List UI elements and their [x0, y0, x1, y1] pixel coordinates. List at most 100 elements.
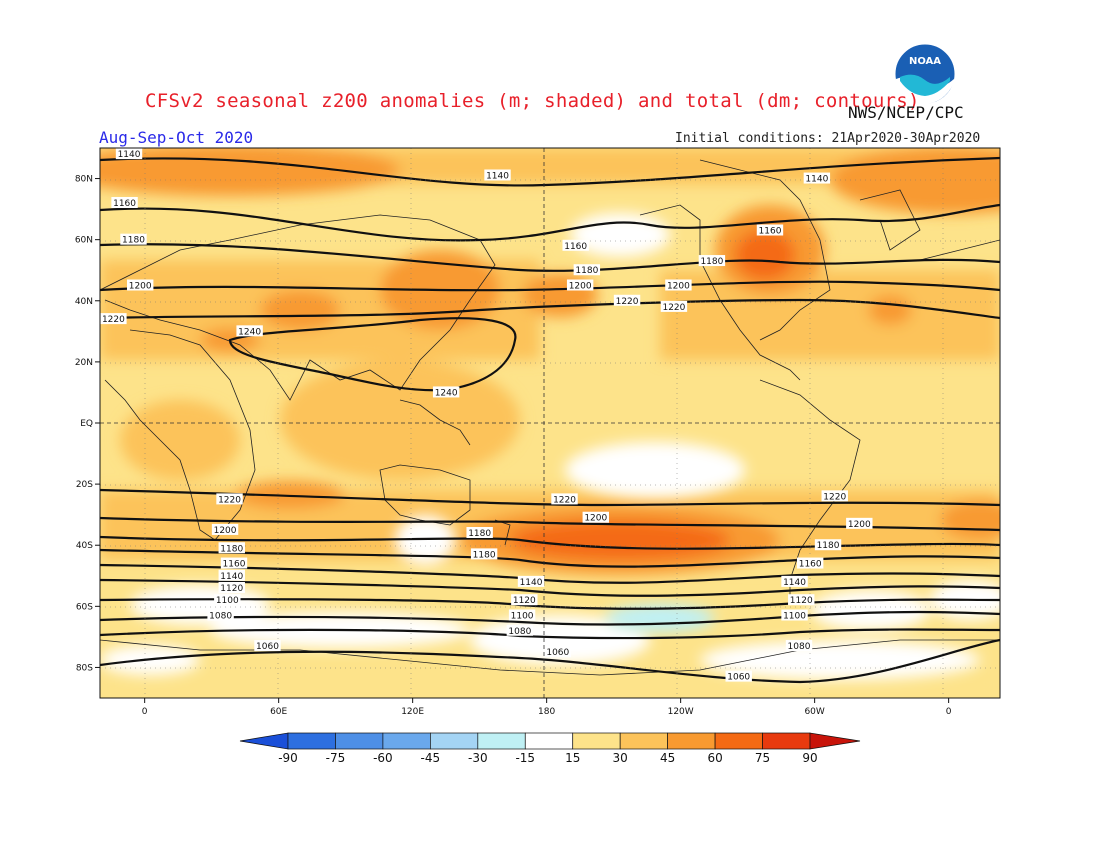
contour-label-bg [660, 300, 688, 312]
contour-label: 1140 [783, 578, 806, 588]
contour-label-bg [785, 640, 813, 652]
lat-tick-label: 60N [75, 236, 93, 246]
contour-label-bg [582, 511, 609, 523]
contour-label-bg [220, 557, 248, 569]
contour-label-bg [254, 640, 281, 652]
contour-label-bg [207, 609, 234, 621]
contour-label: 1120 [790, 596, 813, 606]
contour-label-bg [211, 523, 239, 535]
contour-label-bg [508, 609, 536, 621]
lon-tick-label: 180 [538, 707, 555, 717]
contour-label: 1160 [113, 199, 136, 209]
contour-label-bg [781, 575, 808, 587]
colorbar-tick-label: 30 [613, 751, 628, 765]
contour-label-bg [218, 582, 245, 593]
contour-label-bg [100, 313, 127, 325]
contour-label-bg [506, 624, 534, 636]
contour-label: 1200 [129, 282, 152, 292]
contour-label: 1060 [256, 642, 279, 652]
contour-label: 1080 [788, 642, 811, 652]
contour-label: 1160 [564, 242, 587, 252]
colorbar-tick-label: 90 [802, 751, 817, 765]
longitude-ticks: 0 60E 120E 180 120W 60W 0 [142, 698, 952, 717]
colorbar-segment [572, 732, 621, 750]
contour-label: 1240 [435, 388, 458, 398]
lon-tick-label: 60W [804, 707, 824, 717]
contour-label: 1220 [218, 495, 241, 505]
lon-tick-label: 0 [142, 707, 148, 717]
colorbar: -90 -75 -60 -45 -30 -15 15 30 45 60 75 90 [239, 732, 861, 765]
contour-label-bg [115, 148, 143, 160]
colorbar-segment [382, 732, 431, 750]
contour-label-bg [613, 294, 641, 306]
contour-label-bg [470, 548, 498, 560]
lat-tick-label: 80N [75, 175, 93, 185]
contour-label-bg [511, 594, 538, 606]
contour-label-bg [814, 539, 842, 551]
contour-label: 1120 [220, 584, 243, 594]
contour-label: 1120 [513, 596, 536, 606]
agency-label: NWS/NCEP/CPC [848, 103, 964, 122]
contour-label: 1180 [220, 544, 243, 554]
contour-label: 1220 [102, 315, 125, 325]
contour-label-bg [846, 517, 873, 529]
contour-label-bg [466, 527, 493, 538]
noaa-logo: NOAA [894, 43, 956, 105]
contour-label-bg [566, 279, 594, 291]
contour-label-bg [214, 594, 241, 606]
contour-label: 1160 [799, 560, 822, 570]
contour-label: 1180 [700, 257, 723, 267]
contour-label: 1140 [220, 572, 243, 582]
contour-label-bg [725, 670, 752, 682]
contour-label-bg [698, 255, 726, 267]
lat-tick-label: 20S [76, 480, 93, 490]
contour-label: 1160 [223, 560, 246, 570]
colorbar-tick-label: -30 [468, 751, 488, 765]
contour-label-bg [544, 646, 572, 658]
lon-tick-label: 0 [946, 707, 952, 717]
anomaly-shading: 1140 1140 1140 1160 1160 1160 1180 1180 1180 1200… [100, 148, 1000, 698]
colorbar-segment [524, 732, 574, 750]
contour-label-bg [218, 569, 245, 581]
contour-label-bg [562, 239, 589, 251]
colorbar-tick-label: 45 [660, 751, 675, 765]
colorbar-max-arrow [809, 732, 861, 750]
colorbar-tick-label: -45 [421, 751, 441, 765]
contour-label-bg [665, 279, 692, 291]
contour-label: 1080 [209, 612, 232, 622]
colorbar-tick-label: 15 [565, 751, 580, 765]
contour-label: 1140 [520, 578, 543, 588]
colorbar-tick-label: -90 [278, 751, 298, 765]
colorbar-tick-label: -60 [373, 751, 393, 765]
contour-label-bg [236, 325, 263, 337]
colorbar-segment [430, 732, 479, 750]
contour-label-bg [551, 493, 578, 505]
contour-label: 1220 [616, 297, 639, 307]
contour-label: 1140 [805, 175, 828, 185]
contour-label-bg [821, 490, 848, 502]
contour-label-bg [517, 575, 545, 587]
colorbar-segment [335, 732, 384, 750]
lat-tick-label: EQ [80, 419, 93, 429]
lon-tick-label: 120E [401, 707, 424, 717]
lat-tick-label: 40N [75, 297, 93, 307]
contour-label-bg [788, 594, 815, 606]
colorbar-segment [714, 732, 763, 750]
season-label: Aug-Sep-Oct 2020 [99, 128, 254, 147]
lat-tick-label: 80S [76, 663, 93, 673]
contour-label: 1140 [118, 150, 141, 160]
lat-tick-label: 60S [76, 602, 93, 612]
contour-label: 1140 [486, 172, 509, 182]
contour-label: 1220 [823, 492, 846, 502]
lat-tick-label: 40S [76, 541, 93, 551]
colorbar-segment [619, 732, 668, 750]
contour-label-bg [111, 197, 138, 208]
contour-label: 1220 [553, 495, 576, 505]
colorbar-segment [667, 732, 716, 750]
contour-label-bg [573, 264, 601, 276]
contour-label-bg [781, 609, 808, 621]
colorbar-tick-label: -75 [326, 751, 346, 765]
contour-label: 1100 [783, 612, 806, 622]
contour-label-bg [484, 169, 511, 181]
